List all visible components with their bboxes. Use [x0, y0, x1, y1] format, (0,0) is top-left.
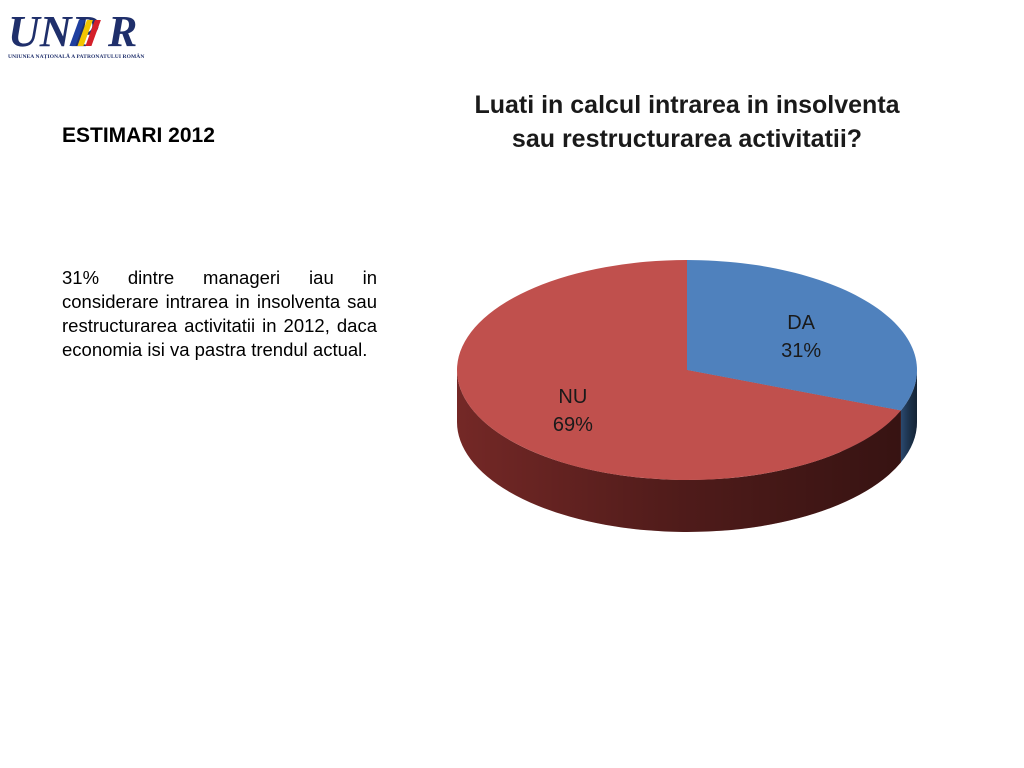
body-paragraph: 31% dintre manageri iau in considerare i…: [62, 267, 377, 360]
chart-title-line-1: Luati in calcul intrarea in insolventa: [474, 91, 900, 119]
section-title: ESTIMARI 2012: [62, 124, 215, 147]
slice-label-nu: NU: [558, 386, 587, 408]
chart-title-line-2: sau restructurarea activitatii?: [511, 125, 863, 153]
unpr-logo: UNP R UNIUNEA NAȚIONALĂ A PATRONATULUI R…: [8, 6, 148, 62]
pie-side-shade-da: [900, 370, 917, 463]
chart-title: Luati in calcul intrarea in insolventa s…: [440, 88, 934, 156]
unpr-logo-mark: UNP R: [8, 7, 137, 54]
pie-labels: DA 31% NU 69%: [553, 312, 822, 436]
pie-chart: DA 31% NU 69%: [457, 260, 917, 532]
slice-value-da: 31%: [781, 340, 821, 362]
pie-side-shade-nu: [457, 370, 901, 532]
slice-value-nu: 69%: [553, 414, 593, 436]
svg-text:R: R: [107, 7, 137, 54]
pie-slice-da: [687, 260, 917, 411]
logo-caption: UNIUNEA NAȚIONALĂ A PATRONATULUI ROMÂN: [8, 54, 145, 60]
pie-slice-nu: [457, 260, 901, 480]
pie-tops: [457, 260, 917, 480]
slice-label-da: DA: [787, 312, 815, 334]
